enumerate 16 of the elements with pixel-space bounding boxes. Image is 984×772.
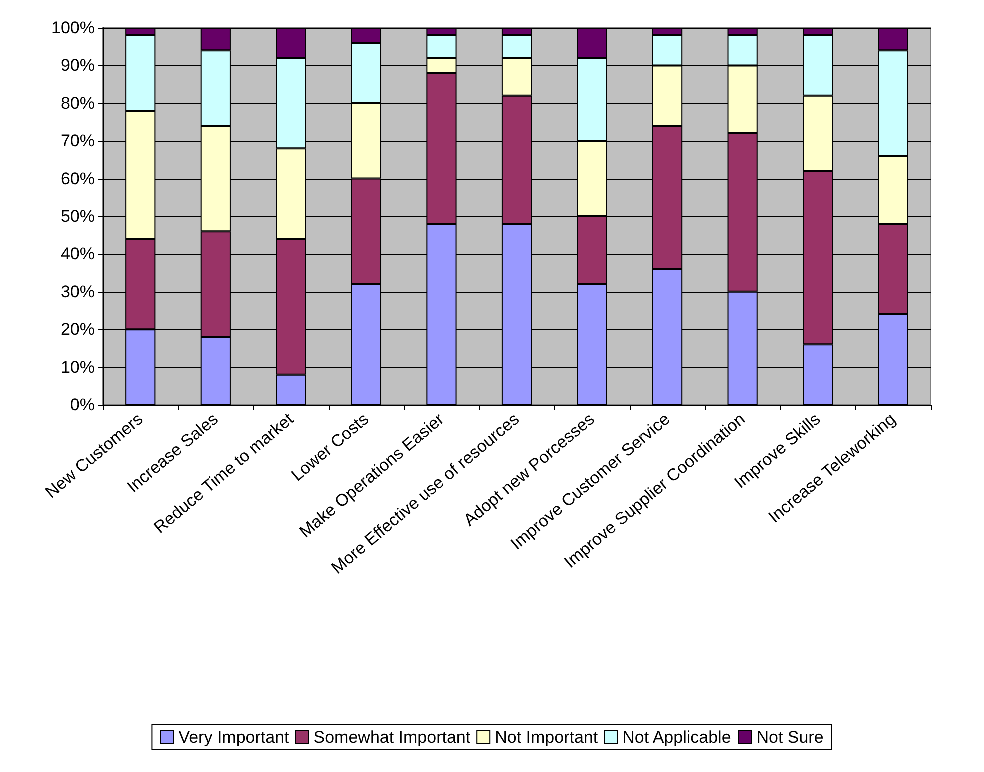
legend-label: Very Important bbox=[178, 728, 290, 747]
y-tick-label: 80% bbox=[60, 94, 95, 113]
y-tick-label: 30% bbox=[60, 282, 95, 302]
legend-label: Not Sure bbox=[756, 728, 824, 747]
y-tick-label: 10% bbox=[60, 358, 95, 377]
y-tick-label: 50% bbox=[60, 207, 95, 226]
y-tick-label: 70% bbox=[60, 132, 95, 151]
legend-label: Somewhat Important bbox=[314, 728, 471, 747]
y-tick-label: 60% bbox=[60, 169, 95, 188]
y-tick-label: 90% bbox=[60, 56, 95, 76]
y-tick-label: 0% bbox=[70, 396, 95, 414]
legend-label: Not Applicable bbox=[622, 728, 732, 747]
legend-label: Not Important bbox=[495, 728, 598, 747]
y-tick-label: 20% bbox=[60, 320, 95, 340]
y-tick-label: 100% bbox=[52, 18, 95, 38]
y-tick-label: 40% bbox=[60, 244, 95, 264]
